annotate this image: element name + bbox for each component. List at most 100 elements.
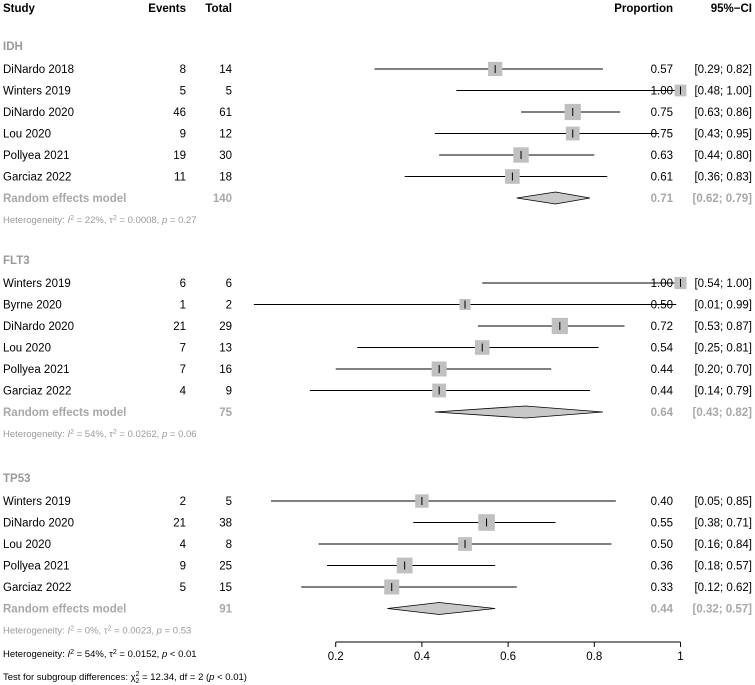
study-total: 13 <box>219 343 232 355</box>
study-ci: [0.36; 0.83] <box>694 172 752 184</box>
study-proportion: 0.63 <box>651 150 673 162</box>
study-events: 46 <box>173 107 186 119</box>
study-total: 8 <box>226 539 232 551</box>
subgroup-test-text: Test for subgroup differences: χ2 2 = 12.… <box>3 671 247 685</box>
study-ci: [0.20; 0.70] <box>694 364 752 376</box>
header-ci: 95%−CI <box>711 3 752 15</box>
header-study: Study <box>3 3 36 15</box>
x-tick-label: 0.8 <box>586 651 602 663</box>
study-row: Garciaz 2022 5 15 0.33 [0.12; 0.62] <box>3 579 752 595</box>
study-ci: [0.63; 0.86] <box>694 107 752 119</box>
study-proportion: 0.75 <box>651 107 673 119</box>
x-axis: 0.2 0.4 0.6 0.8 1 <box>328 641 684 663</box>
study-row: Pollyea 2021 19 30 0.63 [0.44; 0.80] <box>3 147 752 163</box>
study-total: 9 <box>226 386 232 398</box>
study-proportion: 0.50 <box>651 539 673 551</box>
study-total: 30 <box>219 150 232 162</box>
study-events: 6 <box>180 278 186 290</box>
summary-diamond <box>434 405 603 419</box>
column-headers: Study Events Total Proportion 95%−CI <box>3 3 752 15</box>
x-tick-label: 0.6 <box>500 651 516 663</box>
study-name: Byrne 2020 <box>3 300 62 312</box>
header-total: Total <box>205 3 232 15</box>
study-row: Lou 2020 9 12 0.75 [0.43; 0.95] <box>3 126 752 141</box>
random-effects-total: 75 <box>219 407 232 419</box>
study-row: Winters 2019 2 5 0.40 [0.05; 0.85] <box>3 494 752 508</box>
study-total: 14 <box>219 64 232 76</box>
random-effects-ci: [0.62; 0.79] <box>693 193 753 205</box>
study-total: 25 <box>219 561 232 573</box>
header-proportion: Proportion <box>614 3 673 15</box>
study-total: 12 <box>219 129 232 141</box>
study-proportion: 0.57 <box>651 64 673 76</box>
random-effects-total: 91 <box>219 604 232 616</box>
study-name: Pollyea 2021 <box>3 150 70 162</box>
study-ci: [0.43; 0.95] <box>694 129 752 141</box>
study-ci: [0.16; 0.84] <box>694 539 752 551</box>
study-row: Winters 2019 6 6 1.00 [0.54; 1.00] <box>3 276 752 290</box>
subgroup-title: IDH <box>3 41 23 53</box>
study-row: Pollyea 2021 9 25 0.36 [0.18; 0.57] <box>3 557 752 574</box>
overall-heterogeneity-text: Heterogeneity: I2 = 54%, τ2 = 0.0152, p … <box>3 649 197 661</box>
study-name: Pollyea 2021 <box>3 561 70 573</box>
study-ci: [0.12; 0.62] <box>694 582 752 594</box>
study-row: DiNardo 2020 21 29 0.72 [0.53; 0.87] <box>3 317 752 335</box>
study-total: 15 <box>219 582 232 594</box>
study-ci: [0.48; 1.00] <box>694 86 752 98</box>
heterogeneity-text: Heterogeneity: I2 = 54%, τ2 = 0.0262, p … <box>3 429 197 441</box>
study-total: 29 <box>219 321 232 333</box>
study-name: Lou 2020 <box>3 129 51 141</box>
random-effects-ci: [0.32; 0.57] <box>693 604 753 616</box>
study-row: Byrne 2020 1 2 0.50 [0.01; 0.99] <box>3 299 752 312</box>
study-proportion: 0.55 <box>651 518 673 530</box>
study-row: DiNardo 2018 8 14 0.57 [0.29; 0.82] <box>3 61 752 77</box>
study-ci: [0.25; 0.81] <box>694 343 752 355</box>
study-name: DiNardo 2018 <box>3 64 74 76</box>
study-ci: [0.54; 1.00] <box>694 278 752 290</box>
study-name: Lou 2020 <box>3 343 51 355</box>
study-ci: [0.53; 0.87] <box>694 321 752 333</box>
study-row: Lou 2020 4 8 0.50 [0.16; 0.84] <box>3 537 752 551</box>
study-events: 9 <box>180 129 186 141</box>
study-row: Lou 2020 7 13 0.54 [0.25; 0.81] <box>3 340 752 355</box>
study-proportion: 0.40 <box>651 496 673 508</box>
study-events: 2 <box>180 496 186 508</box>
study-proportion: 0.33 <box>651 582 673 594</box>
random-effects-proportion: 0.44 <box>651 604 674 616</box>
random-effects-row: Random effects model 140 0.71 [0.62; 0.79] <box>3 191 753 205</box>
study-proportion: 0.72 <box>651 321 673 333</box>
study-events: 5 <box>180 582 186 594</box>
study-row: Garciaz 2022 11 18 0.61 [0.36; 0.83] <box>3 169 752 184</box>
study-row: Pollyea 2021 7 16 0.44 [0.20; 0.70] <box>3 361 752 377</box>
study-total: 5 <box>226 496 232 508</box>
study-name: Garciaz 2022 <box>3 172 71 184</box>
random-effects-proportion: 0.71 <box>651 193 674 205</box>
study-ci: [0.05; 0.85] <box>694 496 752 508</box>
study-row: Winters 2019 5 5 1.00 [0.48; 1.00] <box>3 84 752 98</box>
study-proportion: 1.00 <box>651 278 673 290</box>
subgroup-title: TP53 <box>3 473 31 485</box>
random-effects-label: Random effects model <box>3 193 126 205</box>
study-events: 7 <box>180 364 186 376</box>
study-total: 2 <box>226 300 232 312</box>
study-events: 4 <box>180 386 187 398</box>
study-proportion: 0.44 <box>651 364 674 376</box>
study-events: 11 <box>174 172 186 184</box>
study-row: DiNardo 2020 21 38 0.55 [0.38; 0.71] <box>3 514 752 531</box>
study-total: 6 <box>226 278 232 290</box>
study-events: 21 <box>173 518 186 530</box>
study-name: Pollyea 2021 <box>3 364 70 376</box>
study-proportion: 1.00 <box>651 86 673 98</box>
study-proportion: 0.50 <box>651 300 673 312</box>
study-ci: [0.01; 0.99] <box>694 300 752 312</box>
study-name: DiNardo 2020 <box>3 107 74 119</box>
study-proportion: 0.44 <box>651 386 674 398</box>
study-proportion: 0.36 <box>651 561 673 573</box>
study-events: 19 <box>173 150 186 162</box>
study-name: Winters 2019 <box>3 496 71 508</box>
study-ci: [0.44; 0.80] <box>694 150 752 162</box>
header-events: Events <box>148 3 186 15</box>
study-total: 38 <box>219 518 232 530</box>
